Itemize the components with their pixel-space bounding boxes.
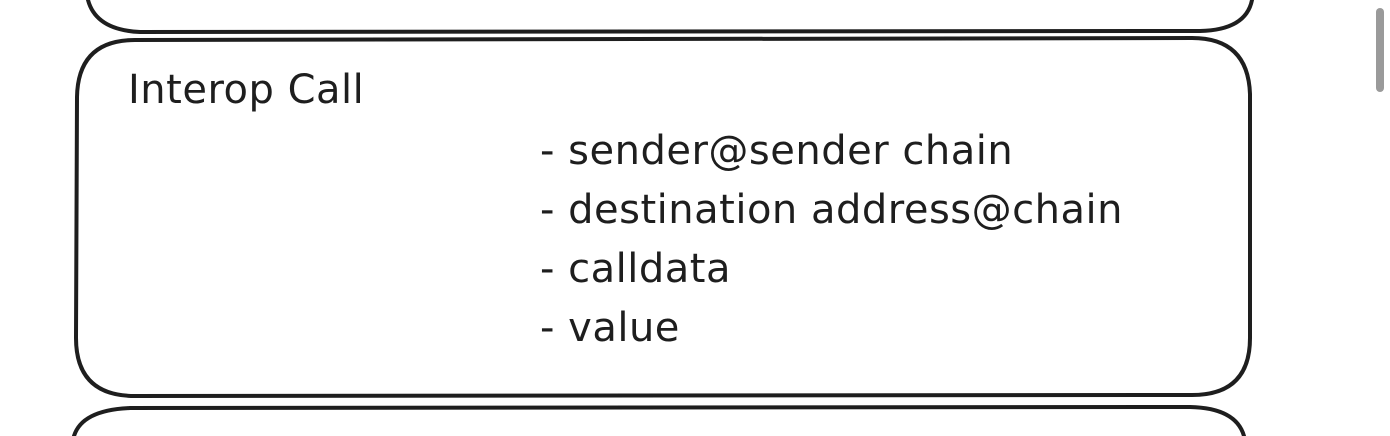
vertical-scrollbar[interactable] [1376, 8, 1384, 92]
field-destination: - destination address@chain [540, 187, 1123, 233]
interop-call-box[interactable] [74, 36, 1252, 398]
box-above[interactable] [86, 0, 1254, 35]
field-sender: - sender@sender chain [540, 128, 1014, 174]
interop-call-title: Interop Call [128, 67, 365, 113]
interop-call-fields: - sender@sender chain - destination addr… [540, 122, 1123, 358]
box-below[interactable] [72, 404, 1246, 436]
field-value: - value [540, 305, 680, 351]
field-calldata: - calldata [540, 246, 731, 292]
